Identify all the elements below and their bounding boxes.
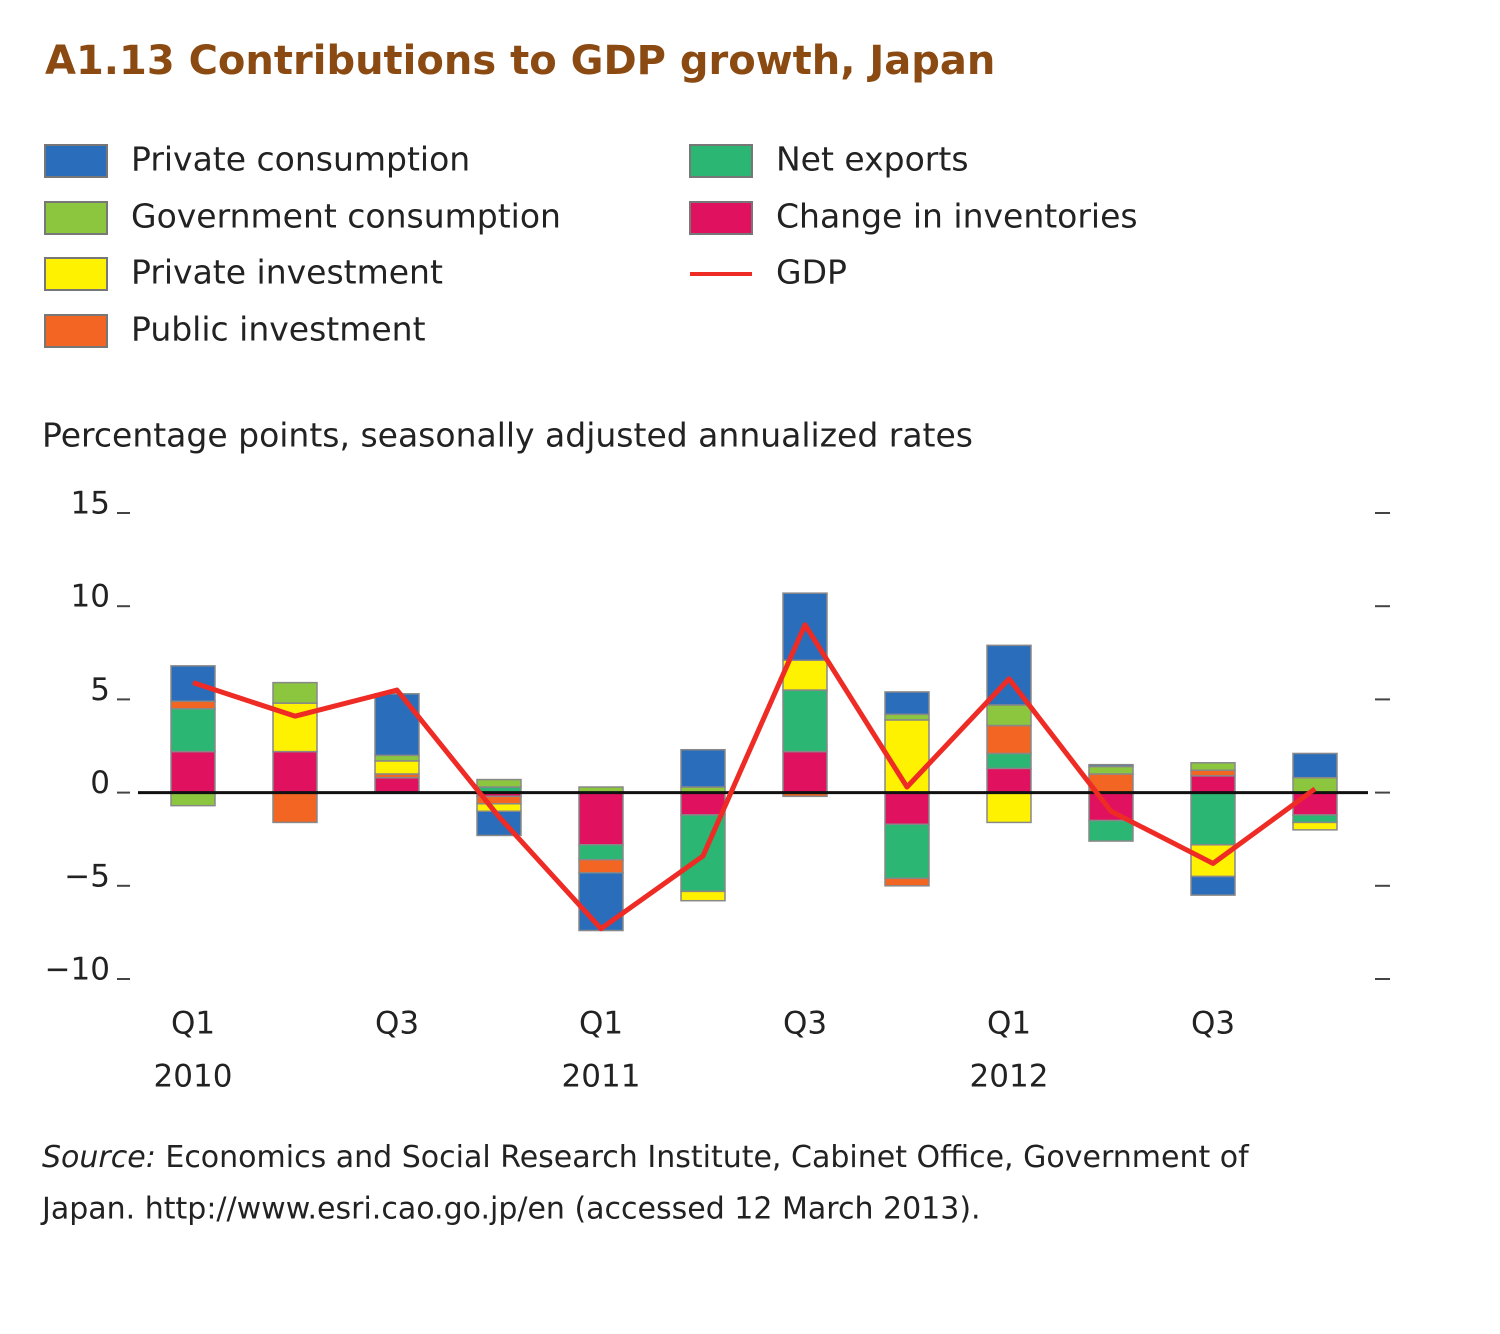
bar-segment <box>170 700 216 710</box>
x-tick-label: Q1 <box>987 1006 1031 1042</box>
bar-segment <box>578 844 624 861</box>
gdp-line <box>192 622 1317 932</box>
bar-segment <box>986 724 1032 755</box>
bar-segment <box>1292 821 1338 831</box>
bar-segment <box>884 719 930 794</box>
bar-segment <box>272 750 318 794</box>
bar-segment <box>374 754 420 762</box>
bar-segment <box>986 791 1032 824</box>
bar-segment <box>680 748 726 788</box>
bar-segment <box>1088 765 1134 775</box>
legend-label: Public investment <box>131 310 426 349</box>
y-tick-label: 5 <box>90 672 110 708</box>
bar-segment <box>1190 762 1236 771</box>
legend-swatch <box>689 201 753 235</box>
bar-segment <box>680 890 726 902</box>
x-year-label: 2010 <box>154 1059 233 1095</box>
source-text: Economics and Social Research Institute,… <box>165 1140 1250 1175</box>
y-tick-label: 10 <box>71 579 110 615</box>
legend-label: Net exports <box>776 140 969 179</box>
legend-swatch <box>44 257 108 291</box>
legend-label: Government consumption <box>131 197 561 236</box>
bar-segment <box>1190 791 1236 846</box>
bar-segment <box>272 681 318 704</box>
y-tick-label: −10 <box>45 952 110 988</box>
bar-segment <box>884 691 930 716</box>
y-tick-label: −5 <box>64 858 110 894</box>
legend-label: Private consumption <box>131 140 470 179</box>
bar-segment <box>884 713 930 721</box>
legend-label: Change in inventories <box>776 197 1138 236</box>
legend-label: Private investment <box>131 253 443 292</box>
bar-segment <box>884 823 930 880</box>
source: Source: Economics and Social Research In… <box>42 1140 1250 1175</box>
source-label: Source: <box>42 1140 156 1175</box>
x-tick-label: Q3 <box>1191 1006 1235 1042</box>
bar-segment <box>782 689 828 753</box>
bar-segment <box>272 791 318 824</box>
legend-swatch <box>44 314 108 348</box>
bar-segment <box>1190 769 1236 777</box>
bar-segment <box>170 707 216 753</box>
bar-segment <box>1292 752 1338 779</box>
x-year-label: 2011 <box>562 1059 641 1095</box>
bar-segment <box>1292 791 1338 816</box>
bar-segment <box>476 778 522 788</box>
x-tick-label: Q3 <box>375 1006 419 1042</box>
x-tick-label: Q1 <box>579 1006 623 1042</box>
legend-label: GDP <box>776 253 847 292</box>
bar-segment <box>170 750 216 794</box>
chart-title: A1.13 Contributions to GDP growth, Japan <box>45 38 995 84</box>
source-text-2: Japan. http://www.esri.cao.go.jp/en (acc… <box>40 1192 981 1227</box>
y-tick-label: 15 <box>71 486 110 522</box>
bar-segment <box>578 858 624 874</box>
bar-segment <box>986 704 1032 727</box>
legend-swatch <box>689 144 753 178</box>
bar-segment <box>374 693 420 757</box>
legend-swatch <box>44 144 108 178</box>
bar-segment <box>986 767 1032 794</box>
legend-swatch <box>44 201 108 235</box>
bar-segment <box>578 872 624 932</box>
bar-segment <box>170 791 216 807</box>
bar-segment <box>884 791 930 826</box>
y-tick-label: 0 <box>90 765 110 801</box>
x-year-label: 2012 <box>970 1059 1049 1095</box>
bar-segment <box>1292 814 1338 824</box>
x-tick-label: Q3 <box>783 1006 827 1042</box>
bar-segment <box>884 877 930 887</box>
bar-segment <box>476 803 522 812</box>
bar-segment <box>374 760 420 775</box>
bar-segment <box>374 776 420 794</box>
bar-segment <box>782 750 828 794</box>
bar-segment <box>578 791 624 846</box>
bar-segment <box>1190 775 1236 794</box>
bar-segment <box>1088 763 1134 768</box>
bar-segment <box>1088 819 1134 842</box>
bar-segment <box>680 791 726 816</box>
x-tick-label: Q1 <box>171 1006 215 1042</box>
bar-segment <box>1190 875 1236 896</box>
bar-segment <box>986 752 1032 770</box>
y-axis-label: Percentage points, seasonally adjusted a… <box>42 416 973 455</box>
